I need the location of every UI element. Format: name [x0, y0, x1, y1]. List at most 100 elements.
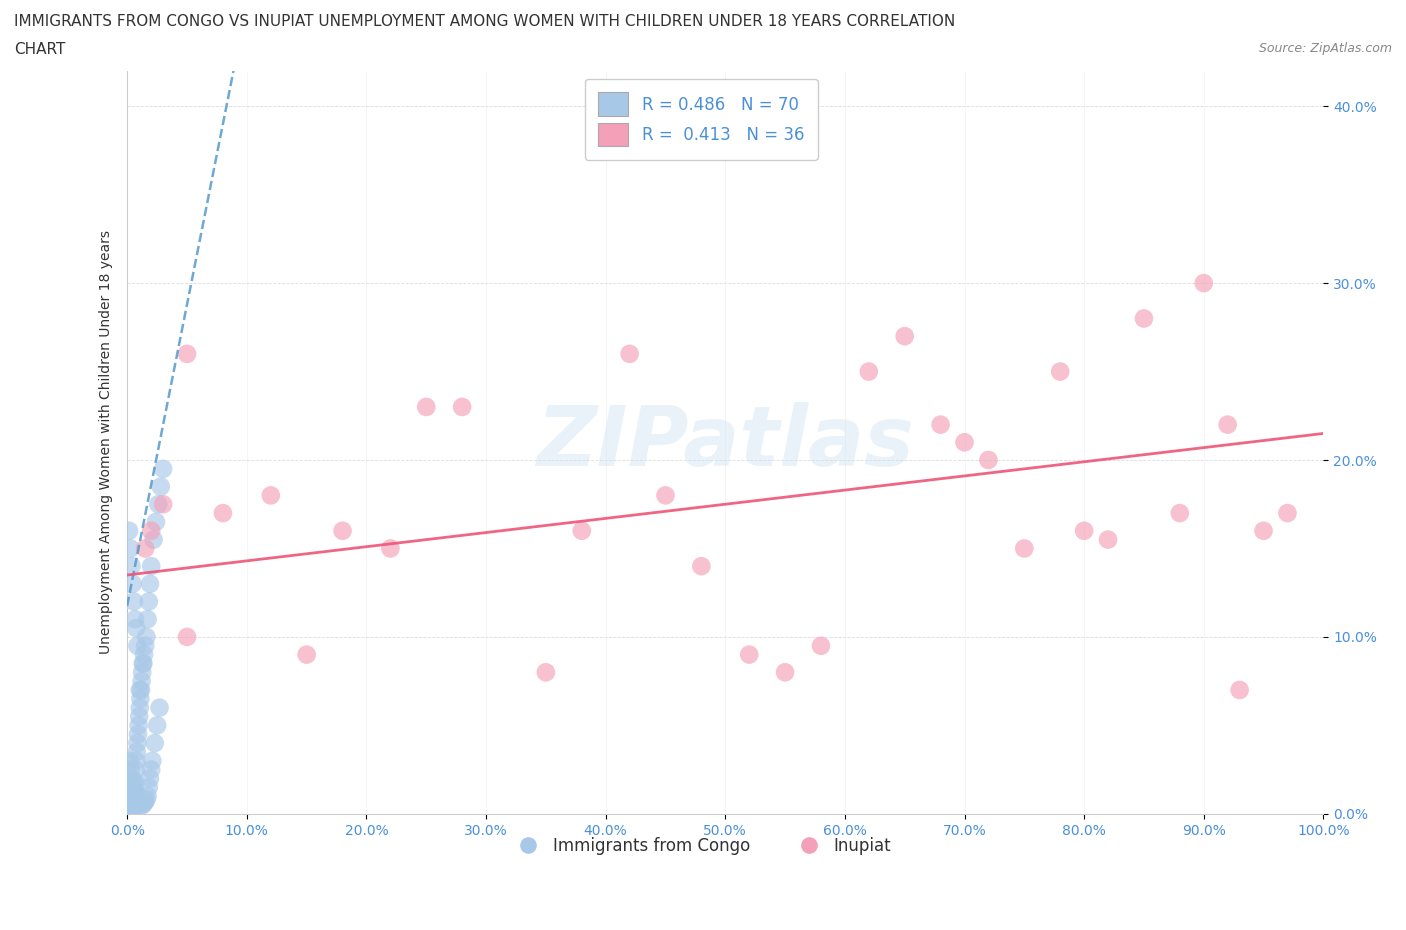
Point [929, 418, 952, 432]
Point [1216, 418, 1239, 432]
Point [125, 745, 148, 760]
Point [120, 803, 142, 817]
Point [135, 630, 157, 644]
Point [128, 700, 150, 715]
Point [176, 630, 198, 644]
Point [571, 524, 593, 538]
Point [773, 665, 796, 680]
Point [1253, 524, 1275, 538]
Point [1049, 365, 1071, 379]
Point [132, 656, 155, 671]
Point [141, 763, 163, 777]
Point [120, 541, 142, 556]
Point [136, 612, 159, 627]
Point [139, 577, 162, 591]
Text: ZIPatlas: ZIPatlas [536, 402, 914, 483]
Point [451, 400, 474, 415]
Point [128, 794, 150, 809]
Point [143, 736, 166, 751]
Text: IMMIGRANTS FROM CONGO VS INUPIAT UNEMPLOYMENT AMONG WOMEN WITH CHILDREN UNDER 18: IMMIGRANTS FROM CONGO VS INUPIAT UNEMPLO… [14, 14, 955, 29]
Point [129, 683, 152, 698]
Point [858, 365, 880, 379]
Point [953, 435, 976, 450]
Point [122, 594, 145, 609]
Point [1133, 311, 1156, 325]
Point [128, 683, 150, 698]
Point [141, 524, 163, 538]
Point [127, 792, 149, 807]
Point [134, 794, 156, 809]
Point [128, 709, 150, 724]
Point [1097, 532, 1119, 547]
Point [135, 792, 157, 807]
Point [131, 798, 153, 813]
Point [1073, 524, 1095, 538]
Point [141, 559, 163, 574]
Point [120, 801, 142, 816]
Point [132, 647, 155, 662]
Point [148, 497, 170, 512]
Point [118, 789, 141, 804]
Point [534, 665, 557, 680]
Point [128, 718, 150, 733]
Point [810, 638, 832, 653]
Text: CHART: CHART [14, 42, 66, 57]
Point [122, 775, 145, 790]
Point [125, 620, 148, 635]
Point [132, 798, 155, 813]
Point [260, 488, 283, 503]
Point [120, 559, 142, 574]
Point [124, 785, 146, 800]
Point [118, 780, 141, 795]
Point [141, 753, 163, 768]
Point [134, 638, 156, 653]
Point [142, 532, 165, 547]
Point [129, 796, 152, 811]
Point [146, 718, 169, 733]
Point [1014, 541, 1036, 556]
Point [117, 771, 139, 786]
Point [1277, 506, 1299, 521]
Point [131, 665, 153, 680]
Point [118, 753, 141, 768]
Point [1168, 506, 1191, 521]
Point [152, 497, 174, 512]
Point [125, 753, 148, 768]
Point [149, 479, 172, 494]
Point [690, 559, 713, 574]
Point [131, 673, 153, 688]
Point [1229, 683, 1251, 698]
Point [136, 789, 159, 804]
Point [122, 792, 145, 807]
Point [738, 647, 761, 662]
Point [127, 736, 149, 751]
Point [121, 801, 143, 816]
Point [134, 541, 156, 556]
Point [380, 541, 402, 556]
Point [129, 691, 152, 706]
Point [1192, 275, 1215, 290]
Point [619, 346, 641, 361]
Point [125, 789, 148, 804]
Text: Source: ZipAtlas.com: Source: ZipAtlas.com [1258, 42, 1392, 55]
Point [127, 638, 149, 653]
Point [145, 514, 167, 529]
Point [654, 488, 676, 503]
Point [124, 785, 146, 800]
Point [415, 400, 437, 415]
Point [332, 524, 354, 538]
Point [120, 798, 142, 813]
Y-axis label: Unemployment Among Women with Children Under 18 years: Unemployment Among Women with Children U… [100, 231, 114, 655]
Point [148, 700, 170, 715]
Point [124, 612, 146, 627]
Point [152, 461, 174, 476]
Point [176, 346, 198, 361]
Point [139, 771, 162, 786]
Legend: Immigrants from Congo, Inupiat: Immigrants from Congo, Inupiat [505, 830, 898, 861]
Point [124, 780, 146, 795]
Point [127, 726, 149, 741]
Point [124, 775, 146, 790]
Point [132, 796, 155, 811]
Point [212, 506, 235, 521]
Point [118, 524, 141, 538]
